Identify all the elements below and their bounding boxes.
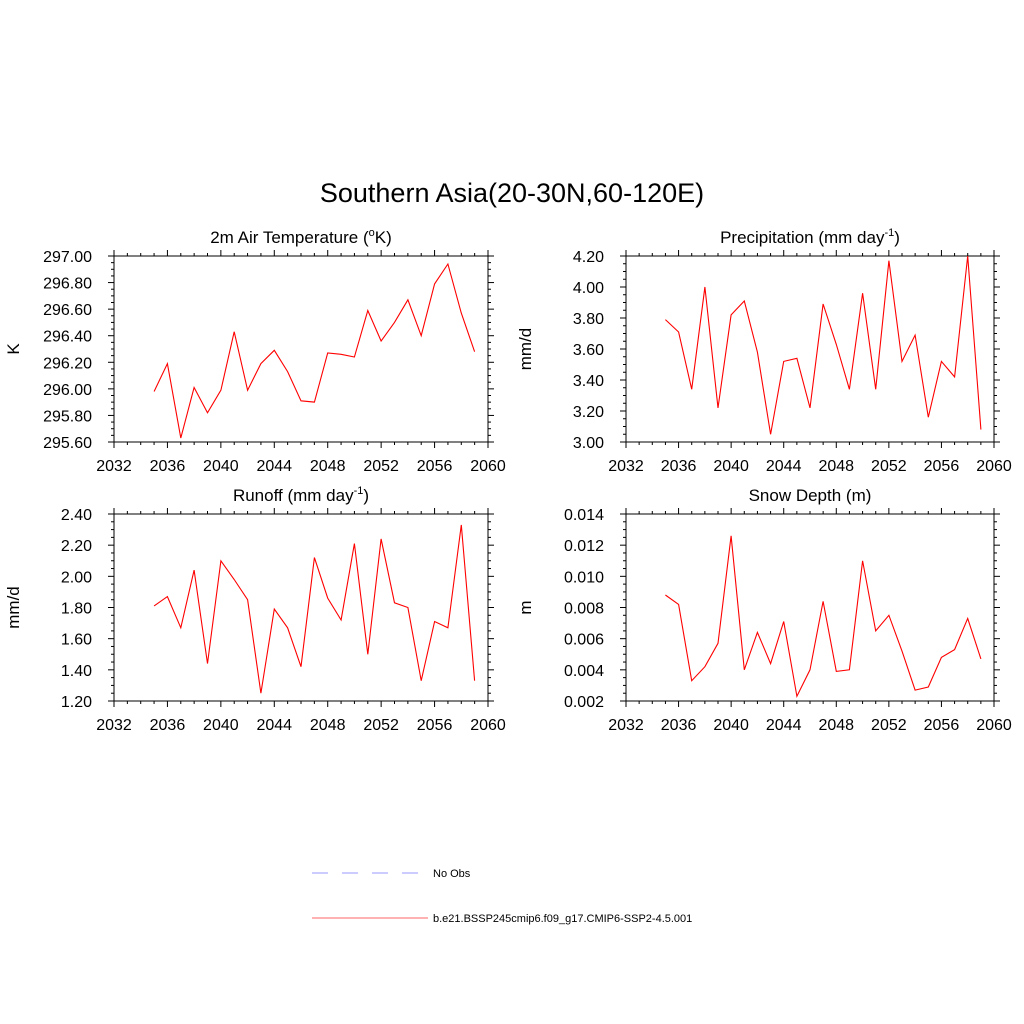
y-tick-label: 296.00 [43,382,92,399]
x-tick-label: 2032 [96,458,132,475]
panel-title-suffix: ) [363,486,369,505]
y-tick-label: 2.20 [61,538,92,555]
series-line [665,535,982,699]
y-tick-label: 3.60 [573,342,604,359]
x-tick-label: 2052 [363,458,399,475]
legend-entry-model: b.e21.BSSP245cmip6.f09_g17.CMIP6-SSP2-4.… [312,913,692,925]
y-tick-label: 0.014 [564,507,604,524]
y-tick-label: 0.004 [564,663,604,680]
x-tick-label: 2036 [661,458,697,475]
y-tick-label: 1.40 [61,663,92,680]
y-tick-label: 3.40 [573,373,604,390]
y-tick-label: 3.80 [573,311,604,328]
x-tick-label: 2060 [976,458,1012,475]
y-tick-label: 296.40 [43,329,92,346]
panel-title-text: Snow Depth (m) [749,486,872,505]
x-tick-label: 2032 [608,717,644,734]
panel-2: Precipitation (mm day-1) mm/d 2032 2036 2040… [516,227,1012,475]
y-tick-label: 2.00 [61,569,92,586]
y-axis-label: m [516,600,535,614]
y-tick-label: 296.20 [43,355,92,372]
x-tick-label: 2048 [818,717,854,734]
x-tick-label: 2032 [96,717,132,734]
panel-title-suffix: K) [375,228,392,247]
x-tick-label: 2040 [203,458,239,475]
panel-title-superscript: o [369,227,375,239]
y-tick-label: 1.80 [61,601,92,618]
legend-entry-no-obs: No Obs [312,868,471,880]
plot-frame [113,513,489,702]
panel-title: Runoff (mm day-1) [233,485,369,505]
y-tick-label: 3.00 [573,435,604,452]
plot-frame [625,513,995,702]
x-tick-label: 2052 [871,717,907,734]
x-tick-label: 2060 [470,458,506,475]
x-tick-label: 2060 [470,717,506,734]
x-tick-label: 2056 [924,458,960,475]
panels: 2m Air Temperature (oK) K 2032 2036 2040 2044… [4,227,1012,734]
panel-1: 2m Air Temperature (oK) K 2032 2036 2040 2044… [4,227,506,475]
y-tick-label: 295.60 [43,435,92,452]
legend: No Obs b.e21.BSSP245cmip6.f09_g17.CMIP6-… [312,868,692,925]
panel-3: Runoff (mm day-1) mm/d 2032 2036 2040 2044 204… [4,485,506,734]
x-tick-label: 2044 [256,458,292,475]
y-tick-label: 0.010 [564,569,604,586]
legend-label-model: b.e21.BSSP245cmip6.f09_g17.CMIP6-SSP2-4.… [433,913,692,925]
y-tick-label: 297.00 [43,249,92,266]
plot-frame [113,255,489,443]
x-tick-label: 2032 [608,458,644,475]
x-tick-label: 2056 [924,717,960,734]
panel-title: 2m Air Temperature (oK) [210,227,392,247]
y-tick-label: 1.60 [61,632,92,649]
x-tick-label: 2056 [417,458,453,475]
y-tick-label: 0.002 [564,694,604,711]
panel-title: Precipitation (mm day-1) [720,227,900,247]
panel-title-suffix: ) [894,228,900,247]
y-axis-label: mm/d [516,328,535,371]
x-tick-label: 2036 [661,717,697,734]
x-tick-label: 2044 [766,717,802,734]
x-tick-label: 2044 [766,458,802,475]
panel-title-superscript: -1 [354,485,364,497]
x-tick-label: 2036 [150,458,186,475]
panel-title-text: Runoff (mm day [233,486,354,505]
y-tick-label: 3.20 [573,404,604,421]
panel-title-text: Precipitation (mm day [720,228,885,247]
y-axis-label: mm/d [4,586,23,629]
panel-4: Snow Depth (m) m 2032 2036 2040 2044 2048 2052 2… [516,486,1012,734]
y-tick-label: 0.012 [564,538,604,555]
figure-title: Southern Asia(20-30N,60-120E) [320,178,704,208]
y-tick-label: 1.20 [61,694,92,711]
panel-title-superscript: -1 [884,227,894,239]
x-tick-label: 2036 [150,717,186,734]
x-tick-label: 2040 [203,717,239,734]
series-line [153,524,476,694]
y-tick-label: 295.80 [43,408,92,425]
y-tick-label: 296.60 [43,302,92,319]
y-tick-label: 4.20 [573,249,604,266]
x-tick-label: 2056 [417,717,453,734]
series-line [665,255,982,435]
x-tick-label: 2052 [363,717,399,734]
x-tick-label: 2048 [310,717,346,734]
y-tick-label: 0.006 [564,632,604,649]
x-tick-label: 2052 [871,458,907,475]
legend-label-no-obs: No Obs [433,868,471,880]
x-tick-label: 2048 [310,458,346,475]
panel-title-text: 2m Air Temperature ( [210,228,369,247]
y-tick-label: 4.00 [573,280,604,297]
y-axis-label: K [4,343,23,355]
x-tick-label: 2048 [818,458,854,475]
plot-frame [625,255,995,443]
x-tick-label: 2040 [713,458,749,475]
panel-title: Snow Depth (m) [749,486,872,505]
x-tick-label: 2040 [713,717,749,734]
y-tick-label: 296.80 [43,276,92,293]
y-tick-label: 0.008 [564,601,604,618]
y-tick-label: 2.40 [61,507,92,524]
x-tick-label: 2060 [976,717,1012,734]
series-line [153,262,476,439]
x-tick-label: 2044 [256,717,292,734]
